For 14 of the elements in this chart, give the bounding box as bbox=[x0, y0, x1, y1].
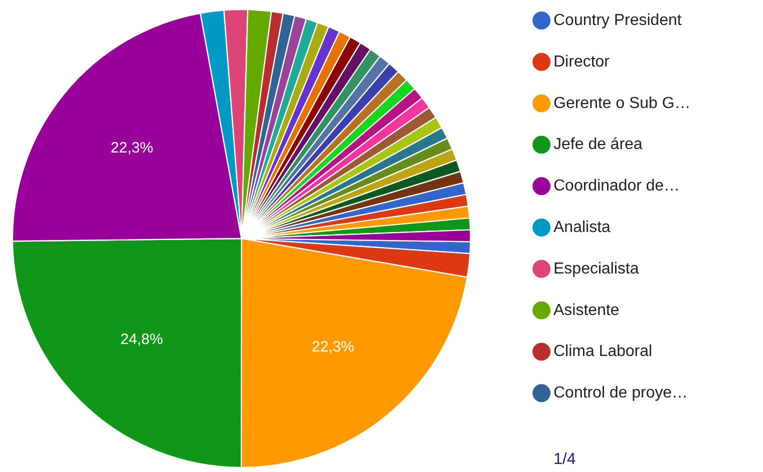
legend-label: Coordinador de… bbox=[554, 178, 680, 195]
legend-label: Especialista bbox=[554, 260, 639, 278]
legend-label: Director bbox=[554, 53, 610, 70]
legend-label: Gerente o Sub G… bbox=[554, 94, 690, 112]
legend-label: Analista bbox=[554, 219, 611, 236]
legend-label: Asistente bbox=[554, 302, 620, 319]
text: 1/4 bbox=[554, 451, 576, 468]
data-label: 22,3% bbox=[110, 140, 154, 157]
data-label: 22,3% bbox=[312, 338, 354, 356]
legend-label: Country President bbox=[554, 12, 682, 29]
data-label: 24,8% bbox=[120, 330, 163, 348]
legend-label: Clima Laboral bbox=[554, 343, 652, 360]
legend-label: Control de proye… bbox=[554, 384, 688, 402]
legend-label: Jefe de área bbox=[554, 136, 643, 154]
